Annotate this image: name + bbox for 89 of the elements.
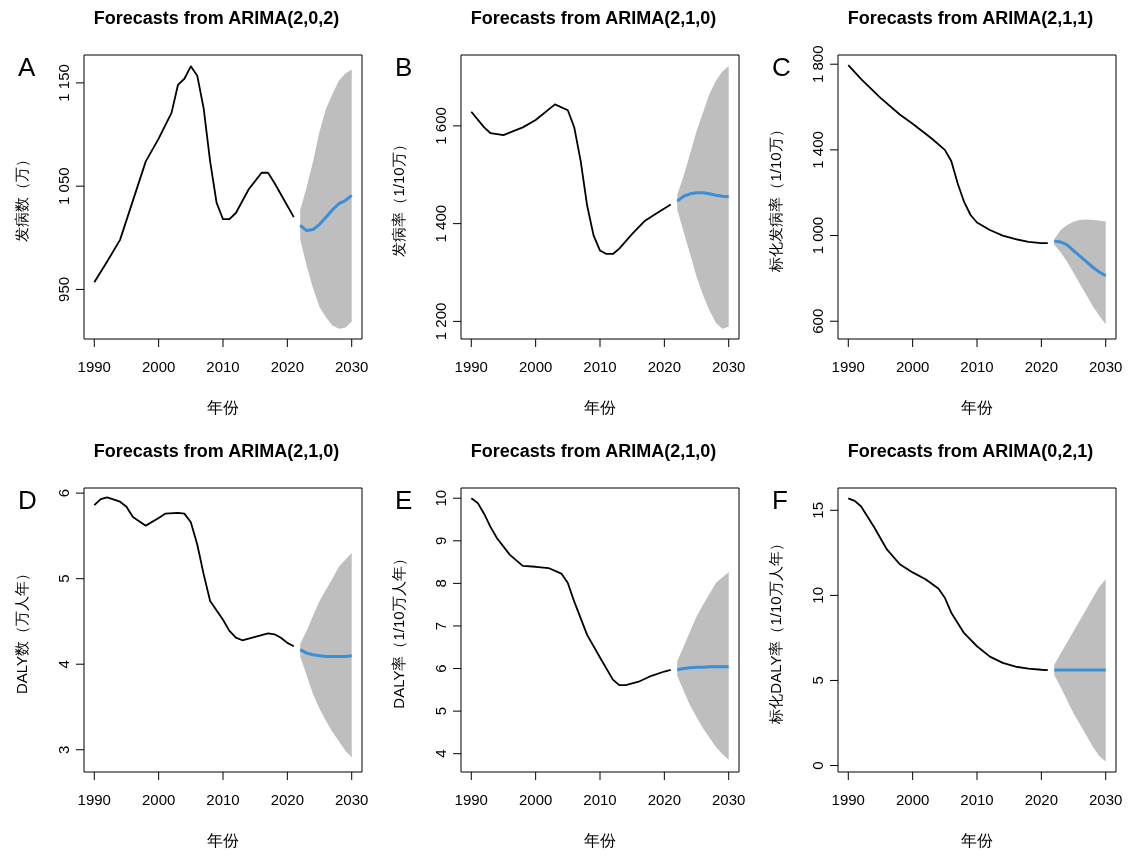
line-series: [470, 497, 672, 687]
text: E: [395, 485, 413, 516]
y-tick-label: 15: [809, 501, 827, 519]
x-tick-label: 2020: [1024, 357, 1059, 375]
y-tick-label: 8: [432, 579, 450, 588]
y-tick-label: 5: [809, 676, 827, 685]
chart-title: Forecasts from ARIMA(2,1,0): [92, 441, 341, 463]
y-tick-label: 5: [432, 706, 450, 716]
line-series: [1052, 239, 1108, 278]
x-tick-label: 2030: [335, 357, 369, 375]
x-tick-label: 2000: [141, 790, 176, 808]
x-tick-label: 2000: [895, 790, 930, 808]
y-tick-label: 10: [432, 489, 450, 507]
line-series: [298, 648, 354, 659]
x-axis-title: 年份: [961, 399, 993, 416]
x-tick-label: 2010: [960, 790, 994, 808]
y-axis-title: 发病数（万）: [13, 152, 31, 242]
x-axis-title: 年份: [961, 832, 993, 849]
chart-title: Forecasts from ARIMA(2,1,0): [469, 8, 718, 30]
x-tick-label: 2000: [518, 790, 553, 808]
y-tick-label: 1 400: [809, 131, 827, 169]
y-tick-label: 1 600: [432, 107, 450, 145]
y-axis-title: DALY率（1/10万人年）: [390, 551, 408, 709]
chart-title: Forecasts from ARIMA(0,2,1): [846, 441, 1095, 463]
x-tick-label: 2000: [895, 357, 930, 375]
x-tick-label: 1990: [77, 790, 111, 808]
x-tick-label: 1990: [77, 357, 111, 375]
x-tick-label: 2030: [335, 790, 369, 808]
y-axis-title: 标化DALY率（1/10万人年）: [767, 536, 785, 725]
text: D: [18, 485, 37, 516]
x-tick-label: 1990: [831, 357, 865, 375]
x-tick-label: 1990: [454, 357, 488, 375]
text: F: [772, 485, 788, 516]
y-tick-label: 1 000: [809, 216, 827, 255]
y-tick-label: 1 150: [55, 64, 73, 102]
y-tick-label: 1 050: [55, 167, 73, 205]
x-tick-label: 2010: [583, 790, 617, 808]
chart-title: Forecasts from ARIMA(2,0,2): [92, 8, 341, 30]
y-tick-label: 950: [55, 276, 73, 302]
x-tick-label: 2030: [1089, 357, 1123, 375]
y-tick-label: 600: [809, 308, 827, 334]
x-axis-title: 年份: [207, 832, 239, 849]
x-tick-label: 2020: [270, 790, 305, 808]
line-series: [847, 64, 1049, 244]
text: C: [772, 52, 791, 83]
y-tick-label: 6: [55, 488, 73, 498]
y-tick-label: 10: [809, 587, 827, 604]
chart-title: Forecasts from ARIMA(2,1,1): [846, 8, 1095, 30]
line-series: [675, 191, 731, 203]
y-tick-label: 4: [432, 749, 450, 758]
y-tick-label: 3: [55, 745, 73, 754]
x-tick-label: 2010: [206, 790, 240, 808]
text: A: [18, 52, 36, 83]
x-tick-label: 2020: [270, 357, 305, 375]
x-tick-label: 2020: [647, 790, 682, 808]
x-axis-title: 年份: [207, 399, 239, 416]
y-tick-label: 1 400: [432, 204, 450, 243]
x-tick-label: 2030: [712, 790, 746, 808]
y-tick-label: 9: [432, 536, 450, 545]
line-series: [93, 65, 295, 284]
chart-title: Forecasts from ARIMA(2,1,0): [469, 441, 718, 463]
text: B: [395, 52, 413, 83]
y-axis-title: 发病率（1/10万）: [390, 137, 408, 257]
x-tick-label: 2010: [960, 357, 994, 375]
x-tick-label: 2000: [141, 357, 176, 375]
y-tick-label: 7: [432, 621, 450, 631]
line-series: [298, 193, 354, 233]
x-tick-label: 2030: [712, 357, 746, 375]
line-series: [847, 497, 1049, 671]
line-series: [470, 103, 672, 255]
y-axis-title: DALY数（万人年）: [13, 565, 31, 695]
x-tick-label: 2000: [518, 357, 553, 375]
line-series: [93, 496, 295, 648]
y-axis-title: 标化发病率（1/10万）: [767, 122, 785, 273]
x-axis-title: 年份: [584, 399, 616, 416]
y-tick-label: 1 800: [809, 45, 827, 83]
x-tick-label: 1990: [454, 790, 488, 808]
y-tick-label: 6: [432, 664, 450, 673]
y-tick-label: 0: [809, 761, 827, 770]
y-tick-label: 1 200: [432, 302, 450, 341]
x-tick-label: 1990: [831, 790, 865, 808]
y-tick-label: 4: [55, 660, 73, 669]
x-tick-label: 2020: [647, 357, 682, 375]
x-tick-label: 2010: [583, 357, 617, 375]
x-axis-title: 年份: [584, 832, 616, 849]
y-tick-label: 5: [55, 574, 73, 583]
x-tick-label: 2010: [206, 357, 240, 375]
x-tick-label: 2020: [1024, 790, 1059, 808]
x-tick-label: 2030: [1089, 790, 1123, 808]
